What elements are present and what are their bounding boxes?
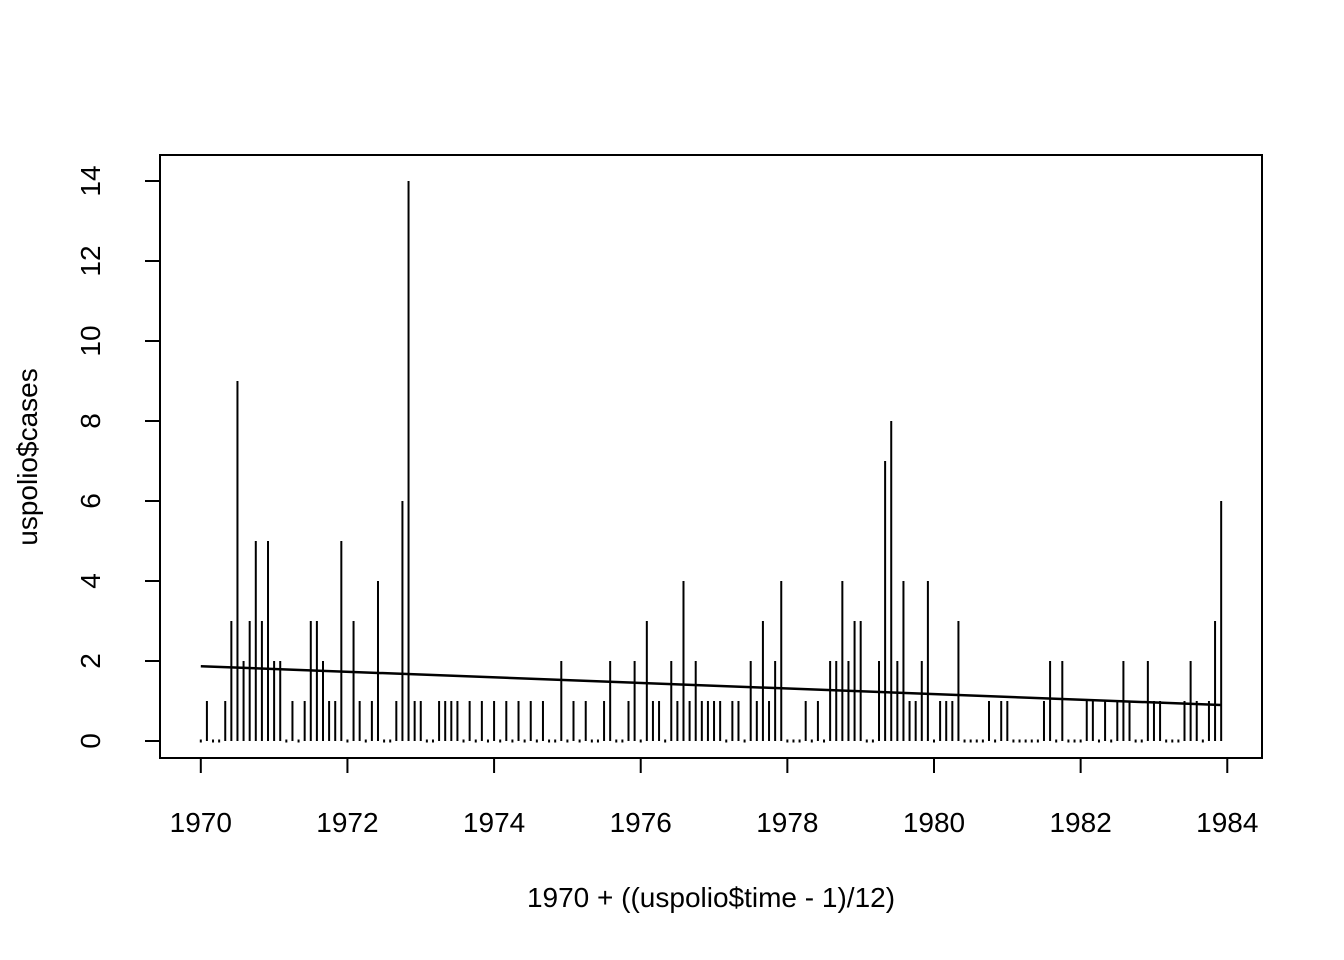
- x-tick-label: 1970: [170, 807, 232, 838]
- x-axis-title: 1970 + ((uspolio$time - 1)/12): [526, 882, 896, 913]
- y-tick-label: 2: [75, 653, 106, 669]
- trend-line: [200, 664, 1222, 707]
- x-tick-label: 1978: [756, 807, 818, 838]
- x-tick-label: 1984: [1196, 807, 1258, 838]
- plot-border: [159, 154, 1263, 759]
- y-axis-title: uspolio$cases: [12, 368, 43, 546]
- y-tick-label: 14: [75, 165, 106, 196]
- y-tick-label: 4: [75, 573, 106, 589]
- y-tick-label: 6: [75, 493, 106, 509]
- x-tick-label: 1980: [903, 807, 965, 838]
- x-tick-label: 1974: [463, 807, 525, 838]
- x-tick-label: 1972: [316, 807, 378, 838]
- y-tick-label: 10: [75, 325, 106, 356]
- y-tick-label: 8: [75, 413, 106, 429]
- x-tick-label: 1982: [1049, 807, 1111, 838]
- y-tick-label: 0: [75, 733, 106, 749]
- x-tick-label: 1976: [610, 807, 672, 838]
- y-tick-label: 12: [75, 245, 106, 276]
